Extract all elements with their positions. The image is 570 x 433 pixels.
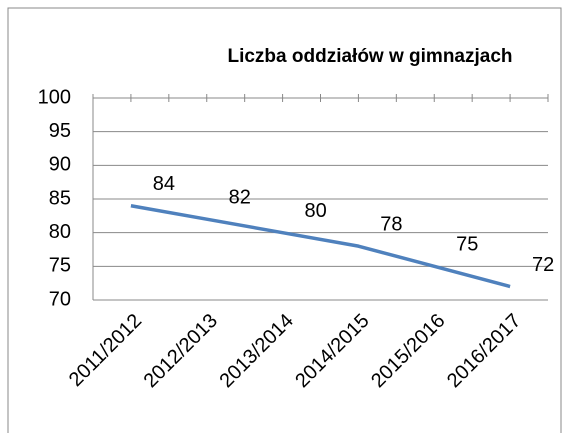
y-tick-label: 100 bbox=[38, 86, 71, 108]
y-tick-label: 90 bbox=[49, 154, 71, 176]
chart-border bbox=[7, 7, 562, 433]
y-tick-label: 70 bbox=[49, 288, 71, 310]
data-label: 80 bbox=[304, 200, 326, 222]
chart-title: Liczba oddziałów w gimnazjach bbox=[227, 46, 512, 67]
y-tick-label: 80 bbox=[49, 221, 71, 243]
data-label: 75 bbox=[456, 234, 478, 256]
data-label: 78 bbox=[380, 213, 402, 235]
data-label: 82 bbox=[229, 186, 251, 208]
data-line bbox=[130, 204, 511, 289]
data-label: 84 bbox=[153, 173, 175, 195]
y-tick-label: 75 bbox=[49, 255, 71, 277]
y-tick-label: 95 bbox=[49, 120, 71, 142]
y-tick-label: 85 bbox=[49, 187, 71, 209]
data-label: 72 bbox=[532, 254, 554, 276]
